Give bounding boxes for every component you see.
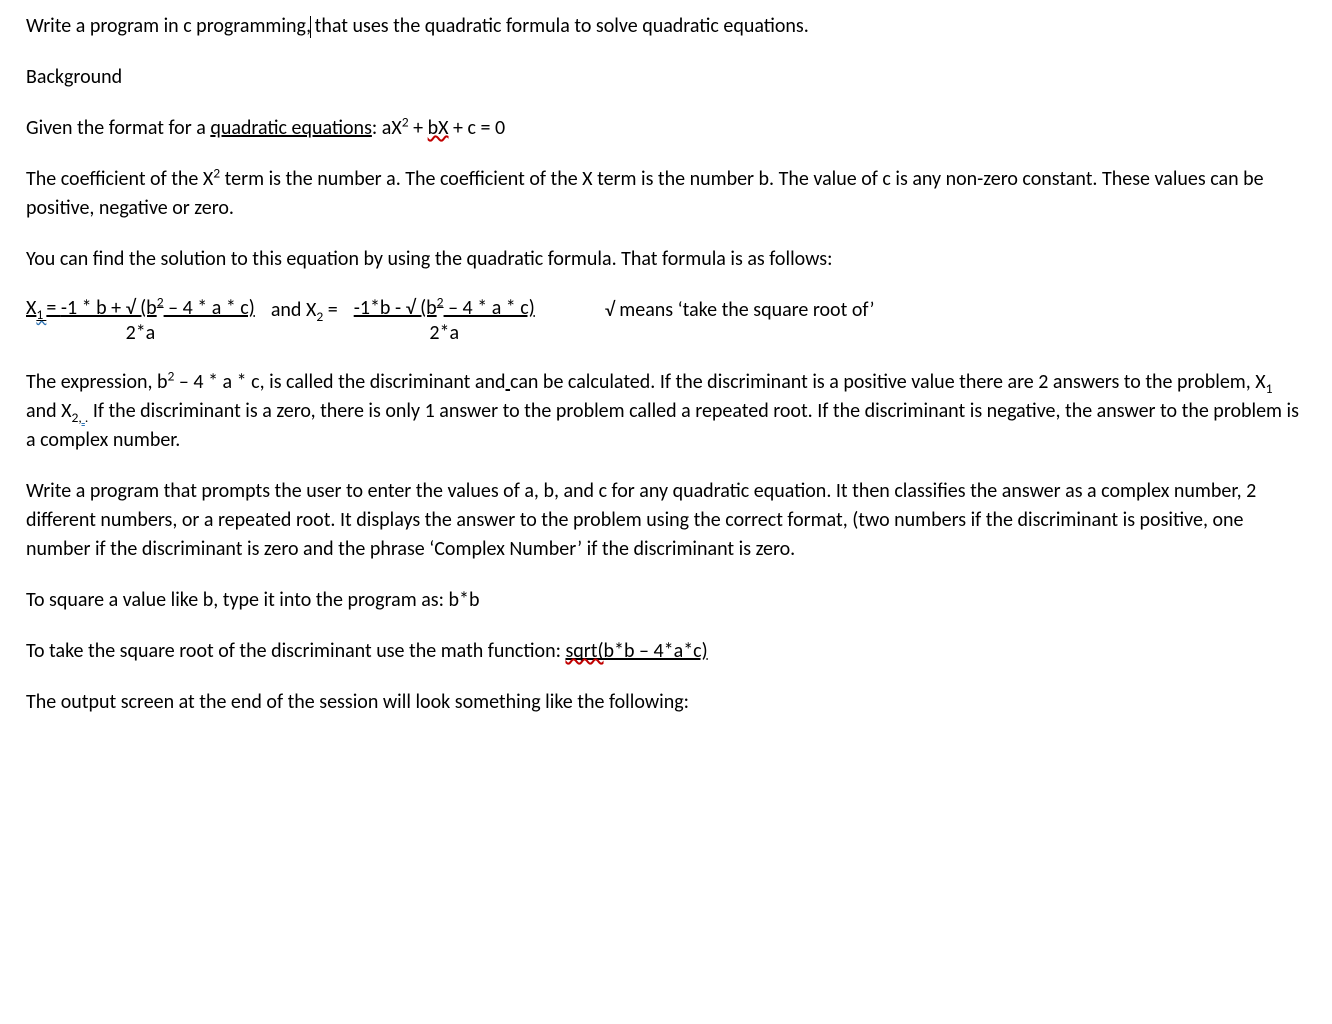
text: and X2 = — [271, 296, 338, 325]
text: Given the format for a — [26, 116, 210, 140]
text: – 4 * a * c) — [444, 296, 535, 320]
text: -1*b - √ (b — [354, 296, 437, 320]
document-page: Write a program in c programming, that u… — [0, 0, 1332, 769]
text: t and — [464, 370, 506, 394]
superscript: 2 — [437, 293, 444, 310]
text: + c = 0 — [449, 116, 506, 140]
subscript: 2, . — [72, 409, 89, 426]
text: If the discriminant is a zero, there is … — [26, 399, 1299, 452]
text: + — [409, 116, 428, 140]
superscript: 2 — [157, 293, 164, 310]
paragraph-background-heading: Background — [26, 63, 1306, 92]
fraction-x1: X1 = -1 * b + √ (b2 – 4 * a * c) 2*a — [26, 296, 255, 346]
text: X — [26, 296, 36, 320]
text: To square a value like b, type it into t… — [26, 588, 479, 612]
text: and X — [26, 399, 72, 423]
link-text: quadratic equations — [210, 116, 372, 140]
text: To take the square root of the discrimin… — [26, 639, 565, 663]
text: Background — [26, 65, 122, 89]
text: – 4 * a * c, is called the discriminan — [174, 370, 463, 394]
subscript: 1 — [36, 306, 46, 323]
paragraph-task: Write a program that prompts the user to… — [26, 477, 1306, 564]
paragraph-intro: Write a program in c programming, that u… — [26, 12, 1306, 41]
paragraph-coefficients: The coefficient of the X2 term is the nu… — [26, 165, 1306, 223]
paragraph-square-hint: To square a value like b, type it into t… — [26, 586, 1306, 615]
paragraph-formula-intro: You can find the solution to this equati… — [26, 245, 1306, 274]
text: – 4 * a * c) — [164, 296, 255, 320]
text: Write a program that prompts the user to… — [26, 479, 1256, 561]
spellcheck-flag: bX — [428, 116, 449, 140]
text: You can find the solution to this equati… — [26, 247, 832, 271]
fraction-denominator: 2*a — [126, 321, 156, 346]
text: The output screen at the end of the sess… — [26, 690, 689, 714]
paragraph-format: Given the format for a quadratic equatio… — [26, 114, 1306, 143]
text: The expression, b — [26, 370, 168, 394]
fraction-numerator: X1 = -1 * b + √ (b2 – 4 * a * c) — [26, 296, 255, 321]
sqrt-note: √ means ‘take the square root of’ — [605, 296, 875, 325]
fraction-denominator: 2*a — [429, 321, 459, 346]
paragraph-discriminant: The expression, b2 – 4 * a * c, is calle… — [26, 368, 1306, 455]
text: that uses the quadratic formula to solve… — [310, 14, 809, 38]
subscript: 1 — [1266, 380, 1273, 397]
superscript: 2 — [402, 113, 409, 130]
paragraph-output-intro: The output screen at the end of the sess… — [26, 688, 1306, 717]
text: = -1 * b + √ (b — [46, 296, 156, 320]
text: The coefficient of the X — [26, 167, 213, 191]
formula-row: X1 = -1 * b + √ (b2 – 4 * a * c) 2*a and… — [26, 296, 1306, 346]
fraction-numerator: -1*b - √ (b2 – 4 * a * c) — [354, 296, 535, 321]
text: : aX — [372, 116, 402, 140]
paragraph-sqrt-hint: To take the square root of the discrimin… — [26, 637, 1306, 666]
fraction-x2: -1*b - √ (b2 – 4 * a * c) 2*a — [354, 296, 535, 346]
text: can be calculated. If the discriminant i… — [510, 370, 1266, 394]
text: sqrt(b*b – 4*a*c) — [565, 639, 707, 663]
text: Write a program in c programming, — [26, 14, 311, 38]
